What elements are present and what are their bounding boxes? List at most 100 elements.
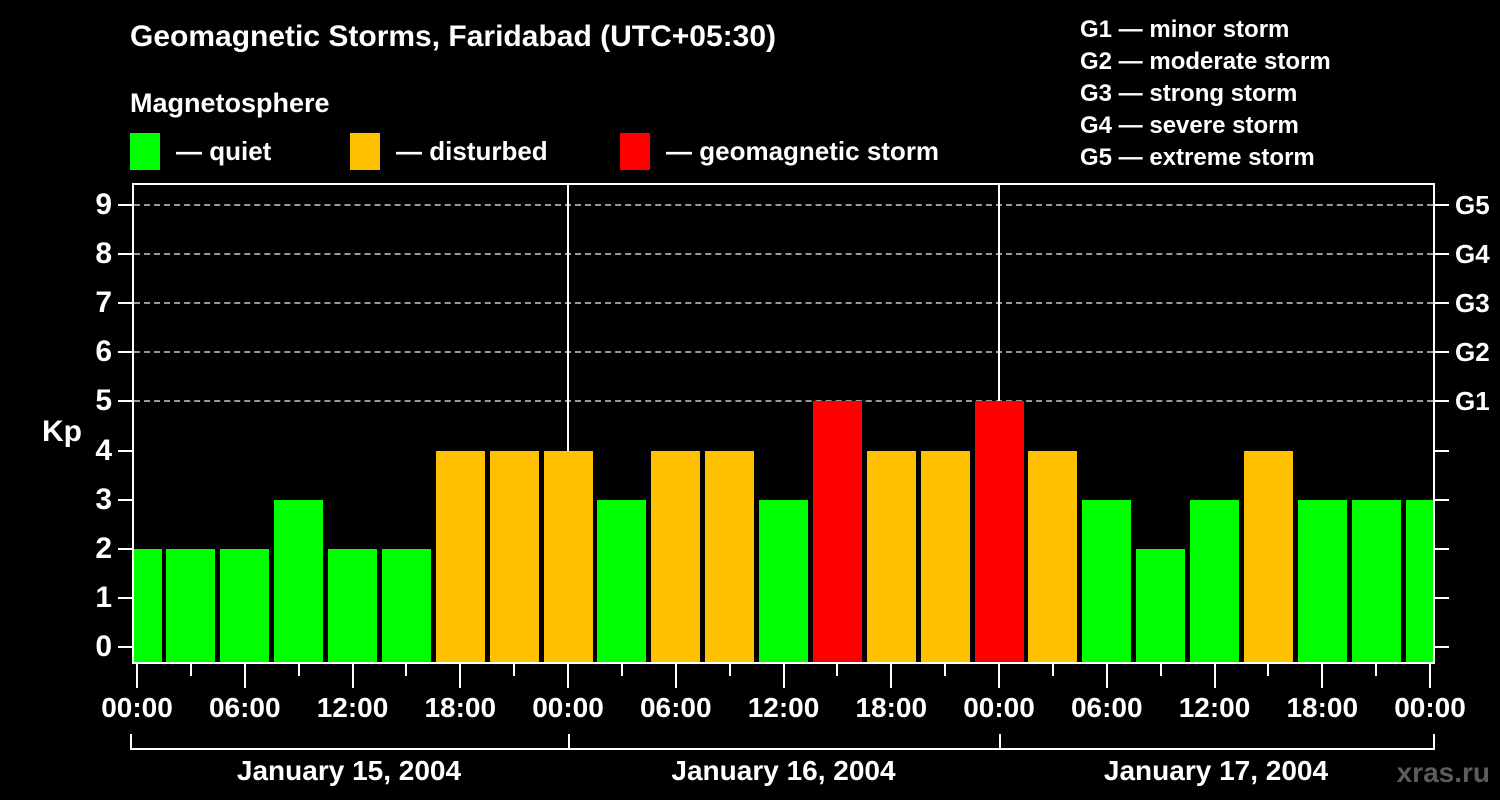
y-tick-label: 5	[95, 384, 112, 418]
kp-bar	[220, 548, 270, 662]
x-tick-major	[459, 662, 462, 688]
x-tick-label: 06:00	[1070, 692, 1143, 723]
date-label: January 17, 2004	[1103, 755, 1329, 786]
date-bracket-tick	[1433, 734, 1435, 750]
x-tick-minor	[1159, 662, 1162, 676]
storm-scale-line-1: G1 — minor storm	[1080, 16, 1290, 43]
x-tick-minor	[620, 662, 623, 676]
legend-swatch-disturbed	[350, 132, 380, 170]
y-tick	[118, 351, 132, 354]
x-tick-minor	[1375, 662, 1378, 676]
storm-scale-line-5: G5 — extreme storm	[1080, 144, 1315, 171]
x-tick-major	[351, 662, 354, 688]
x-tick-label: 18:00	[1286, 692, 1359, 723]
gridline-kp5	[134, 400, 1433, 403]
kp-bar	[1243, 450, 1293, 662]
kp-bar	[1028, 450, 1078, 662]
gridline-kp9	[134, 203, 1433, 206]
right-y-tick	[1435, 547, 1449, 550]
date-bracket-tick	[130, 734, 132, 750]
day-divider	[567, 185, 569, 662]
y-tick-label: 1	[95, 581, 112, 615]
x-tick-label: 06:00	[639, 692, 712, 723]
x-tick-major	[1105, 662, 1108, 688]
y-tick	[118, 646, 132, 649]
kp-bar	[651, 450, 701, 662]
x-tick-label: 18:00	[855, 692, 928, 723]
x-tick-label: 00:00	[1394, 692, 1466, 723]
x-tick-minor	[1051, 662, 1054, 676]
y-tick-label: 7	[95, 286, 112, 320]
y-tick	[118, 498, 132, 501]
g-scale-label: G5	[1455, 189, 1490, 220]
gridline-kp6	[134, 351, 1433, 354]
storm-scale-line-2: G2 — moderate storm	[1080, 48, 1331, 75]
y-tick	[118, 252, 132, 255]
x-tick-label: 12:00	[316, 692, 389, 723]
x-tick-minor	[405, 662, 408, 676]
kp-bar	[1190, 499, 1239, 662]
gridline-kp7	[134, 302, 1433, 305]
x-tick-minor	[297, 662, 300, 676]
y-tick-label: 2	[95, 531, 112, 565]
kp-bar	[1082, 499, 1132, 662]
legend-swatch-quiet	[130, 132, 160, 170]
g-scale-label: G1	[1455, 386, 1490, 417]
kp-bar	[1351, 499, 1401, 662]
chart-subtitle: Magnetosphere	[130, 88, 330, 118]
y-axis-title: Kp	[42, 415, 82, 448]
y-tick	[118, 203, 132, 206]
x-tick-label: 06:00	[208, 692, 281, 723]
x-tick-label: 00:00	[532, 692, 604, 723]
date-label: January 15, 2004	[236, 755, 462, 786]
kp-bar	[1136, 548, 1186, 662]
legend-label-quiet: — quiet	[176, 135, 272, 166]
x-tick-major	[890, 662, 893, 688]
x-tick-major	[1213, 662, 1216, 688]
date-label: January 16, 2004	[671, 755, 896, 786]
chart-title: Geomagnetic Storms, Faridabad (UTC+05:30…	[130, 20, 776, 53]
right-y-tick	[1435, 498, 1449, 501]
right-y-tick	[1435, 597, 1449, 600]
legend-label-disturbed: — disturbed	[396, 135, 548, 166]
watermark: xras.ru	[1396, 757, 1490, 788]
y-tick	[118, 400, 132, 403]
kp-bar	[489, 450, 539, 662]
y-tick-label: 6	[95, 335, 112, 369]
y-tick-label: 8	[95, 236, 112, 270]
x-tick-label: 00:00	[963, 692, 1035, 723]
x-tick-minor	[836, 662, 839, 676]
kp-bar	[381, 548, 431, 662]
kp-bar	[435, 450, 485, 662]
legend-label-storm: — geomagnetic storm	[666, 135, 940, 166]
y-tick	[118, 547, 132, 550]
y-tick	[118, 449, 132, 452]
kp-bar	[866, 450, 916, 662]
kp-bar	[166, 548, 216, 662]
legend-swatch-storm	[620, 132, 650, 170]
y-tick-label: 9	[95, 187, 112, 221]
legend-item-quiet: — quiet	[130, 132, 271, 170]
y-tick-label: 3	[95, 482, 112, 516]
x-tick-label: 12:00	[747, 692, 820, 723]
kp-bar	[1297, 499, 1347, 662]
kp-bar	[134, 548, 162, 662]
plot-area	[132, 183, 1435, 664]
kp-bar	[1405, 499, 1433, 662]
x-tick-major	[567, 662, 569, 688]
x-tick-minor	[1267, 662, 1270, 676]
x-tick-major	[136, 662, 138, 688]
y-tick-label: 0	[95, 630, 112, 664]
right-y-tick	[1435, 400, 1449, 403]
g-scale-label: G3	[1455, 288, 1490, 319]
kp-bar	[274, 499, 324, 662]
x-tick-major	[782, 662, 785, 688]
storm-scale-legend: G1 — minor storm G2 — moderate storm G3 — …	[1080, 14, 1331, 174]
right-y-tick	[1435, 302, 1449, 305]
date-bracket-tick	[568, 734, 570, 750]
x-tick-major	[1321, 662, 1324, 688]
x-tick-minor	[944, 662, 947, 676]
kp-bar	[328, 548, 377, 662]
storm-scale-line-4: G4 — severe storm	[1080, 112, 1299, 139]
